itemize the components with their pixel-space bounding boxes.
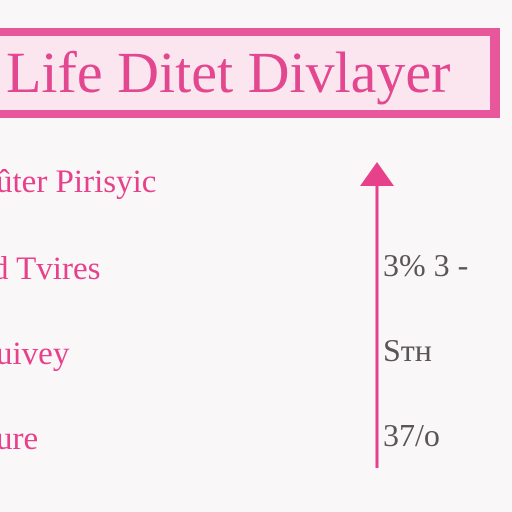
row-value: Sтн (383, 332, 432, 368)
row-label: ure (0, 421, 38, 457)
header-panel (0, 36, 490, 110)
rows: ûter Pirisyic d Tvires 3% 3 - uivey Sтн ure 37… (0, 164, 468, 457)
row-label: d Tvires (0, 251, 100, 287)
row-label: uivey (0, 336, 70, 372)
row-label: ûter Pirisyic (0, 164, 156, 200)
row-value: 37/o (383, 417, 440, 453)
arrow-head (360, 162, 394, 186)
header-title: Life Ditet Divlayer (6, 40, 451, 105)
row-value: 3% 3 - (383, 247, 468, 283)
